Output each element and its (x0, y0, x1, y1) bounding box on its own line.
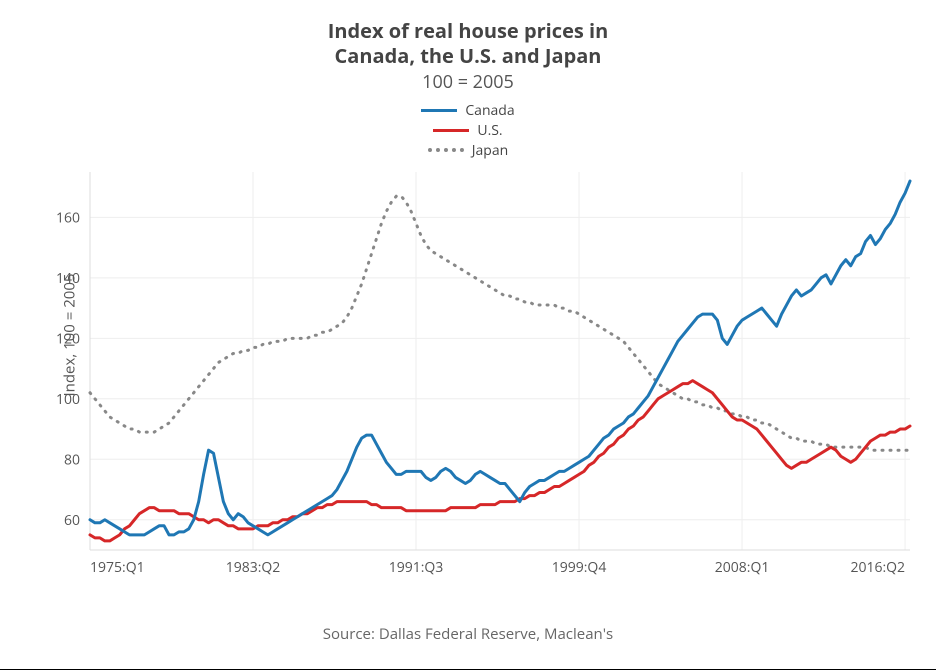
svg-text:1983:Q2: 1983:Q2 (226, 558, 281, 577)
chart-container: Index of real house prices in Canada, th… (0, 0, 936, 670)
legend-swatch-canada (421, 109, 457, 112)
legend-item-canada: Canada (421, 100, 514, 120)
chart-subtitle: 100 = 2005 (0, 70, 936, 94)
legend-item-japan: Japan (428, 140, 508, 160)
svg-text:140: 140 (56, 269, 80, 288)
svg-text:1999:Q4: 1999:Q4 (552, 558, 607, 577)
svg-text:1991:Q3: 1991:Q3 (389, 558, 444, 577)
svg-text:1975:Q1: 1975:Q1 (90, 558, 145, 577)
chart-source: Source: Dallas Federal Reserve, Maclean'… (0, 624, 936, 644)
legend-swatch-japan (428, 148, 464, 152)
chart-title-line2: Canada, the U.S. and Japan (335, 42, 602, 69)
legend: Canada U.S. Japan (0, 100, 936, 160)
chart-title-line1: Index of real house prices in (328, 17, 609, 44)
legend-item-us: U.S. (433, 120, 502, 140)
legend-label-us: U.S. (477, 121, 502, 140)
svg-text:2008:Q1: 2008:Q1 (715, 558, 770, 577)
svg-text:2016:Q2: 2016:Q2 (850, 558, 905, 577)
chart-titles: Index of real house prices in Canada, th… (0, 0, 936, 94)
legend-swatch-us (433, 129, 469, 132)
svg-text:160: 160 (56, 208, 80, 227)
svg-text:100: 100 (56, 390, 80, 409)
plot-area: 60 80 100 120 140 160 1975:Q1 1983:Q2 1991:Q3 199… (40, 172, 920, 600)
chart-title: Index of real house prices in Canada, th… (0, 18, 936, 68)
svg-text:60: 60 (64, 511, 80, 530)
legend-label-canada: Canada (465, 101, 514, 120)
svg-text:80: 80 (64, 450, 80, 469)
svg-text:120: 120 (56, 329, 80, 348)
legend-label-japan: Japan (472, 141, 508, 160)
